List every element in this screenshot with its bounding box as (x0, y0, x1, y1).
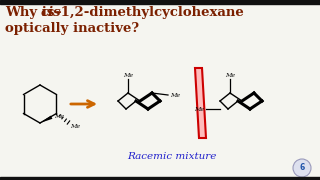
Circle shape (293, 159, 311, 177)
Text: Me: Me (70, 125, 81, 129)
Text: 6: 6 (300, 163, 305, 172)
Text: Me: Me (170, 93, 180, 98)
Text: Why is: Why is (5, 6, 59, 19)
Text: Me: Me (123, 73, 133, 78)
Text: -1,2-dimethylcyclohexane: -1,2-dimethylcyclohexane (55, 6, 244, 19)
Text: cis: cis (41, 6, 62, 19)
Text: optically inactive?: optically inactive? (5, 22, 139, 35)
Text: Me: Me (194, 107, 204, 111)
Polygon shape (40, 116, 52, 123)
Bar (0, 177, 320, 180)
Text: Racemic mixture: Racemic mixture (127, 152, 217, 161)
Bar (0, 0, 320, 3)
Text: Me: Me (54, 114, 64, 119)
Polygon shape (195, 68, 206, 138)
Text: Me: Me (225, 73, 235, 78)
